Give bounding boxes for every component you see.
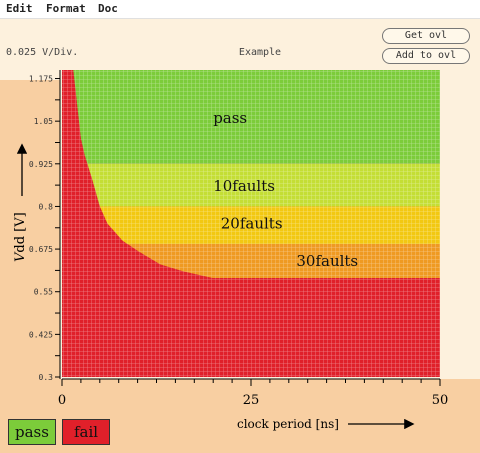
menu-doc[interactable]: Doc [98,2,118,15]
y-tick-label: 0.925 [29,160,53,169]
legend-pass: pass [8,419,56,445]
region-label-10faults: 10faults [213,177,275,195]
left-panel-background [0,80,60,380]
y-tick-label: 1.05 [34,117,53,126]
region-label-pass: pass [213,109,247,127]
chart-title: Example [238,47,282,58]
y-tick-label: 0.3 [39,373,54,382]
y-tick-label: 0.675 [29,245,53,254]
menu-bar: Edit Format Doc [0,0,480,19]
y-axis-label-italic: V [13,251,28,262]
x-axis-label: clock period [ns] [237,417,339,431]
menu-format[interactable]: Format [46,2,86,15]
y-tick-label: 0.55 [34,288,53,297]
x-tick-label: 50 [432,393,449,408]
add-to-ovl-button[interactable]: Add to ovl [382,48,470,64]
region-label-20faults: 20faults [221,215,283,233]
menu-edit[interactable]: Edit [6,2,33,15]
legend-fail: fail [62,419,110,445]
region-label-30faults: 30faults [296,252,358,270]
y-tick-label: 1.175 [29,75,53,84]
get-ovl-button[interactable]: Get ovl [382,28,470,44]
y-tick-label: 0.8 [39,202,54,211]
scale-label: 0.025 V/Div. [6,47,79,58]
x-tick-label: 0 [58,393,66,408]
x-tick-label: 25 [243,393,260,408]
y-axis-label-rest: dd [V] [13,212,28,252]
cell-grid-overlay [62,70,440,377]
y-axis-label: Vdd [V] [13,212,28,262]
y-tick-label: 0.425 [29,330,53,339]
